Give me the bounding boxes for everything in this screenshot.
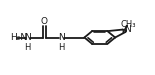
- Text: H: H: [24, 43, 31, 52]
- Text: N: N: [58, 33, 65, 42]
- Text: CH₃: CH₃: [120, 20, 136, 29]
- Text: H₂N: H₂N: [10, 33, 27, 42]
- Text: N: N: [124, 25, 131, 34]
- Text: H: H: [58, 43, 65, 52]
- Text: O: O: [41, 17, 48, 26]
- Text: N: N: [24, 33, 31, 42]
